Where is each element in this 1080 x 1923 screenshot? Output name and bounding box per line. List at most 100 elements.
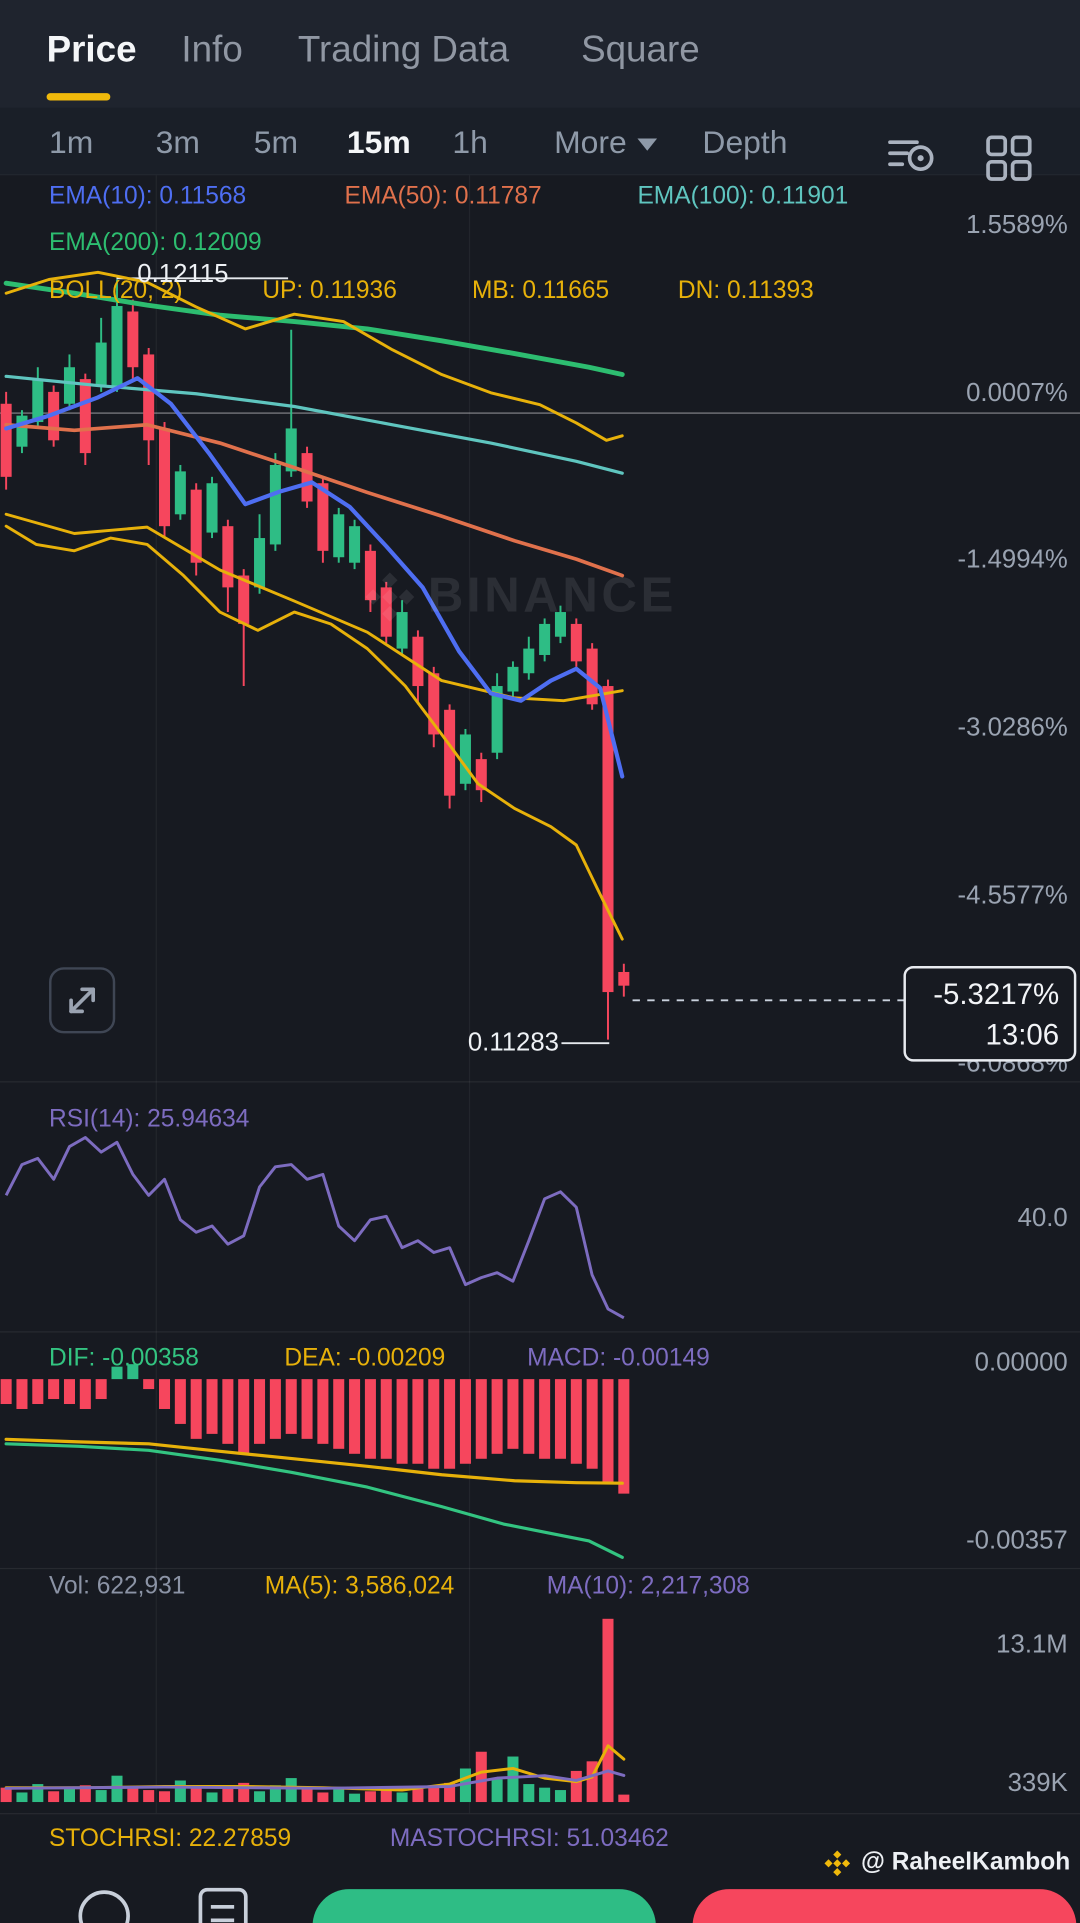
legend-vol-ma5: MA(5): 3,586,024 bbox=[264, 1572, 455, 1600]
macd-bar bbox=[190, 1379, 202, 1439]
last-price-time: 13:06 bbox=[985, 1018, 1060, 1052]
candle-body bbox=[364, 550, 376, 601]
candle-body bbox=[285, 428, 297, 472]
legend-ema100: EMA(100): 0.11901 bbox=[637, 182, 849, 210]
timeframe-1h[interactable]: 1h bbox=[452, 123, 488, 161]
timeframe-1m[interactable]: 1m bbox=[49, 123, 94, 161]
rsi-line-layer bbox=[4, 1136, 625, 1320]
depth-tab[interactable]: Depth bbox=[702, 123, 788, 161]
macd-bar bbox=[222, 1379, 234, 1444]
macd-bar bbox=[380, 1379, 392, 1459]
candle-body bbox=[380, 587, 392, 637]
user-handle: @ RaheelKamboh bbox=[824, 1849, 1070, 1877]
macd-bar bbox=[63, 1379, 75, 1405]
panel-separator bbox=[0, 1813, 1080, 1815]
tab-price[interactable]: Price bbox=[46, 29, 137, 70]
indicator-settings-icon[interactable] bbox=[888, 135, 937, 180]
tab-trading-data[interactable]: Trading Data bbox=[297, 29, 510, 70]
volume-bar bbox=[269, 1785, 281, 1803]
legend-boll-mb: MB: 0.11665 bbox=[471, 277, 610, 305]
tab-square[interactable]: Square bbox=[581, 29, 700, 70]
candle-body bbox=[349, 526, 361, 563]
legend-boll-dn: DN: 0.11393 bbox=[677, 277, 814, 305]
macd-bar bbox=[269, 1379, 281, 1439]
legend-volume: Vol: 622,931 bbox=[49, 1572, 186, 1600]
macd-bar bbox=[539, 1379, 551, 1459]
macd-bar bbox=[143, 1379, 155, 1390]
candle-body bbox=[618, 971, 630, 986]
volume-bar bbox=[428, 1786, 440, 1803]
timeframe-15m[interactable]: 15m bbox=[346, 123, 411, 161]
macd-bar bbox=[111, 1366, 123, 1380]
volume-bar bbox=[349, 1793, 361, 1803]
axis-label-percent: 1.5589% bbox=[966, 210, 1068, 240]
dea-line bbox=[4, 1437, 624, 1485]
macd-bar bbox=[301, 1379, 313, 1439]
macd-bar bbox=[412, 1379, 424, 1464]
macd-bar bbox=[459, 1379, 471, 1464]
timeframe-5m[interactable]: 5m bbox=[253, 123, 299, 161]
macd-bar bbox=[0, 1379, 12, 1405]
macd-axis-top: 0.00000 bbox=[974, 1348, 1068, 1377]
volume-bar bbox=[0, 1787, 12, 1803]
macd-bar bbox=[475, 1379, 487, 1459]
legend-boll: BOLL(20, 2) bbox=[49, 277, 183, 305]
candle-body bbox=[158, 428, 171, 527]
macd-bar bbox=[95, 1379, 107, 1400]
legend-mastochrsi: MASTOCHRSI: 51.03462 bbox=[389, 1825, 669, 1853]
fullscreen-expand-button[interactable] bbox=[49, 967, 116, 1034]
candle-body bbox=[95, 342, 107, 386]
buy-button[interactable] bbox=[312, 1889, 656, 1923]
volume-bar bbox=[475, 1751, 487, 1803]
last-price-tag: -5.3217% 13:06 bbox=[903, 965, 1077, 1062]
macd-axis-bottom: -0.00357 bbox=[966, 1526, 1068, 1555]
candle-body bbox=[444, 709, 456, 796]
volume-axis-bottom: 339K bbox=[1007, 1768, 1068, 1798]
vol-ma10-line bbox=[4, 1769, 626, 1790]
legend-ema200: EMA(200): 0.12009 bbox=[49, 229, 262, 257]
legend-boll-up: UP: 0.11936 bbox=[262, 277, 397, 305]
volume-bar bbox=[206, 1792, 218, 1803]
overlay-line-BOLL-UP bbox=[4, 270, 624, 442]
timeframe-3m[interactable]: 3m bbox=[155, 123, 200, 161]
volume-bar bbox=[285, 1778, 297, 1803]
chevron-down-icon bbox=[637, 138, 658, 151]
sell-button[interactable] bbox=[692, 1889, 1077, 1923]
doc-line bbox=[210, 1905, 235, 1909]
volume-bar bbox=[618, 1794, 630, 1803]
macd-bar bbox=[238, 1379, 250, 1454]
legend-ema50: EMA(50): 0.11787 bbox=[344, 182, 542, 210]
layout-grid-icon[interactable] bbox=[986, 135, 1033, 188]
macd-bar bbox=[158, 1379, 171, 1409]
axis-label-percent: 0.0007% bbox=[966, 378, 1068, 407]
rsi-line bbox=[4, 1136, 625, 1320]
volume-axis-top: 13.1M bbox=[996, 1630, 1068, 1659]
more-label: More bbox=[554, 123, 627, 161]
volume-bar bbox=[317, 1792, 329, 1803]
axis-label-percent: -3.0286% bbox=[957, 713, 1068, 742]
footer-notes-icon[interactable] bbox=[198, 1887, 248, 1923]
legend-ema10: EMA(10): 0.11568 bbox=[49, 182, 247, 210]
volume-layer bbox=[0, 1618, 630, 1803]
footer-circle-icon[interactable] bbox=[78, 1890, 130, 1923]
macd-bar bbox=[333, 1379, 345, 1449]
volume-bar bbox=[491, 1779, 503, 1803]
legend-macd: MACD: -0.00149 bbox=[527, 1344, 710, 1372]
volume-bar bbox=[507, 1756, 519, 1803]
overlay-line-EMA(10) bbox=[4, 376, 625, 779]
more-dropdown[interactable]: More bbox=[554, 123, 658, 162]
macd-bar bbox=[32, 1379, 44, 1405]
volume-bar bbox=[459, 1768, 471, 1803]
rsi-axis-label: 40.0 bbox=[1017, 1203, 1068, 1233]
macd-bar bbox=[285, 1379, 297, 1434]
candle-body bbox=[539, 623, 551, 655]
tab-info[interactable]: Info bbox=[181, 29, 243, 70]
candle-body bbox=[127, 311, 139, 368]
macd-bar bbox=[48, 1379, 60, 1400]
volume-bar bbox=[79, 1785, 91, 1803]
axis-label-percent: -4.5577% bbox=[957, 881, 1068, 910]
volume-bar bbox=[16, 1792, 28, 1803]
